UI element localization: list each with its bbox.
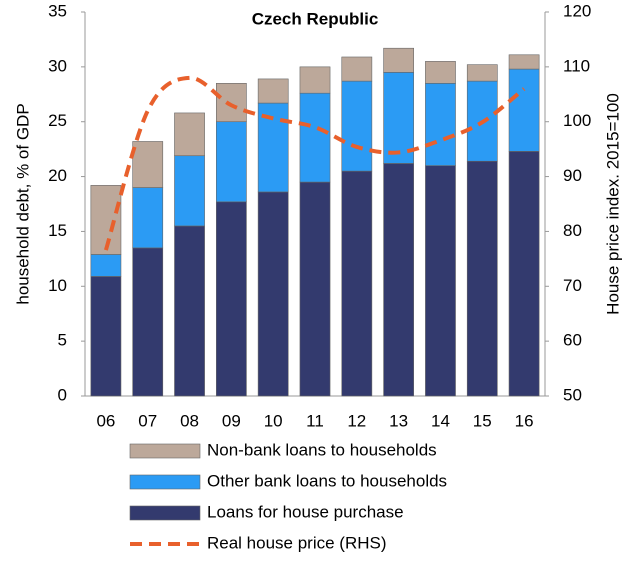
y-tick-label: 5	[58, 331, 67, 350]
x-tick-label: 10	[264, 411, 283, 430]
bar-segment	[216, 83, 247, 123]
bar-segment	[341, 56, 373, 82]
bar-segment	[174, 225, 205, 397]
y-tick-label: 30	[48, 56, 67, 75]
x-tick-label: 15	[473, 411, 492, 430]
bar-segment	[425, 165, 456, 397]
y-tick-label: 10	[48, 276, 67, 295]
bar-segment	[299, 92, 331, 183]
bar-segment	[174, 112, 205, 157]
bar-segment	[132, 247, 164, 397]
legend-swatch	[129, 443, 201, 459]
x-tick-label: 13	[389, 411, 408, 430]
bar-segment	[299, 66, 331, 94]
x-tick-label: 07	[138, 411, 157, 430]
bar-segment	[216, 201, 247, 397]
y2-tick-label: 110	[563, 56, 590, 75]
x-tick-label: 06	[96, 411, 115, 430]
y2-tick-label: 90	[563, 166, 582, 185]
x-tick-label: 11	[306, 411, 324, 430]
bar-segment	[508, 151, 540, 397]
y2-tick-label: 70	[563, 276, 582, 295]
y2-tick-label: 100	[563, 111, 591, 130]
chart-title: Czech Republic	[252, 9, 379, 28]
bar-segment	[466, 160, 498, 397]
bar-segment	[174, 155, 205, 227]
bar-segment	[132, 141, 164, 188]
x-tick-label: 16	[515, 411, 534, 430]
y2-tick-label: 50	[563, 385, 582, 404]
y2-tick-label: 60	[563, 331, 582, 350]
bar-segment	[508, 68, 540, 152]
bar-segment	[257, 78, 289, 104]
legend-label: Loans for house purchase	[207, 502, 404, 521]
legend-label: Real house price (RHS)	[207, 533, 387, 552]
bar-segment	[90, 276, 122, 397]
legend-label: Other bank loans to households	[207, 471, 447, 490]
bar-segment	[341, 80, 373, 172]
bar-segment	[425, 83, 456, 166]
y2-tick-label: 80	[563, 221, 582, 240]
y2-axis-label: House price index. 2015=100	[603, 93, 622, 315]
bar-segment	[341, 170, 373, 397]
bar-segment	[90, 254, 122, 277]
bar-segment	[466, 64, 498, 82]
bar-segment	[383, 47, 414, 73]
bar-segment	[216, 121, 247, 203]
x-tick-label: 14	[431, 411, 450, 430]
x-tick-label: 09	[222, 411, 241, 430]
y-tick-label: 35	[48, 1, 67, 20]
bar-segment	[299, 181, 331, 397]
bar-segment	[425, 61, 456, 84]
x-tick-label: 08	[180, 411, 199, 430]
y-tick-label: 25	[48, 111, 67, 130]
line	[103, 75, 526, 251]
y-tick-label: 0	[58, 385, 67, 404]
bar-segment	[383, 72, 414, 164]
bar-segment	[508, 54, 540, 70]
y-axis-label: household debt, % of GDP	[13, 103, 32, 304]
bar-segment	[383, 163, 414, 397]
bar-segment	[257, 191, 289, 397]
legend-label: Non-bank loans to households	[207, 440, 437, 459]
y2-tick-label: 120	[563, 1, 591, 20]
y-tick-label: 15	[48, 221, 67, 240]
bar-segment	[132, 187, 164, 249]
x-tick-label: 12	[347, 411, 366, 430]
legend-swatch	[129, 474, 201, 490]
y-tick-label: 20	[48, 166, 67, 185]
legend-swatch	[129, 505, 201, 521]
